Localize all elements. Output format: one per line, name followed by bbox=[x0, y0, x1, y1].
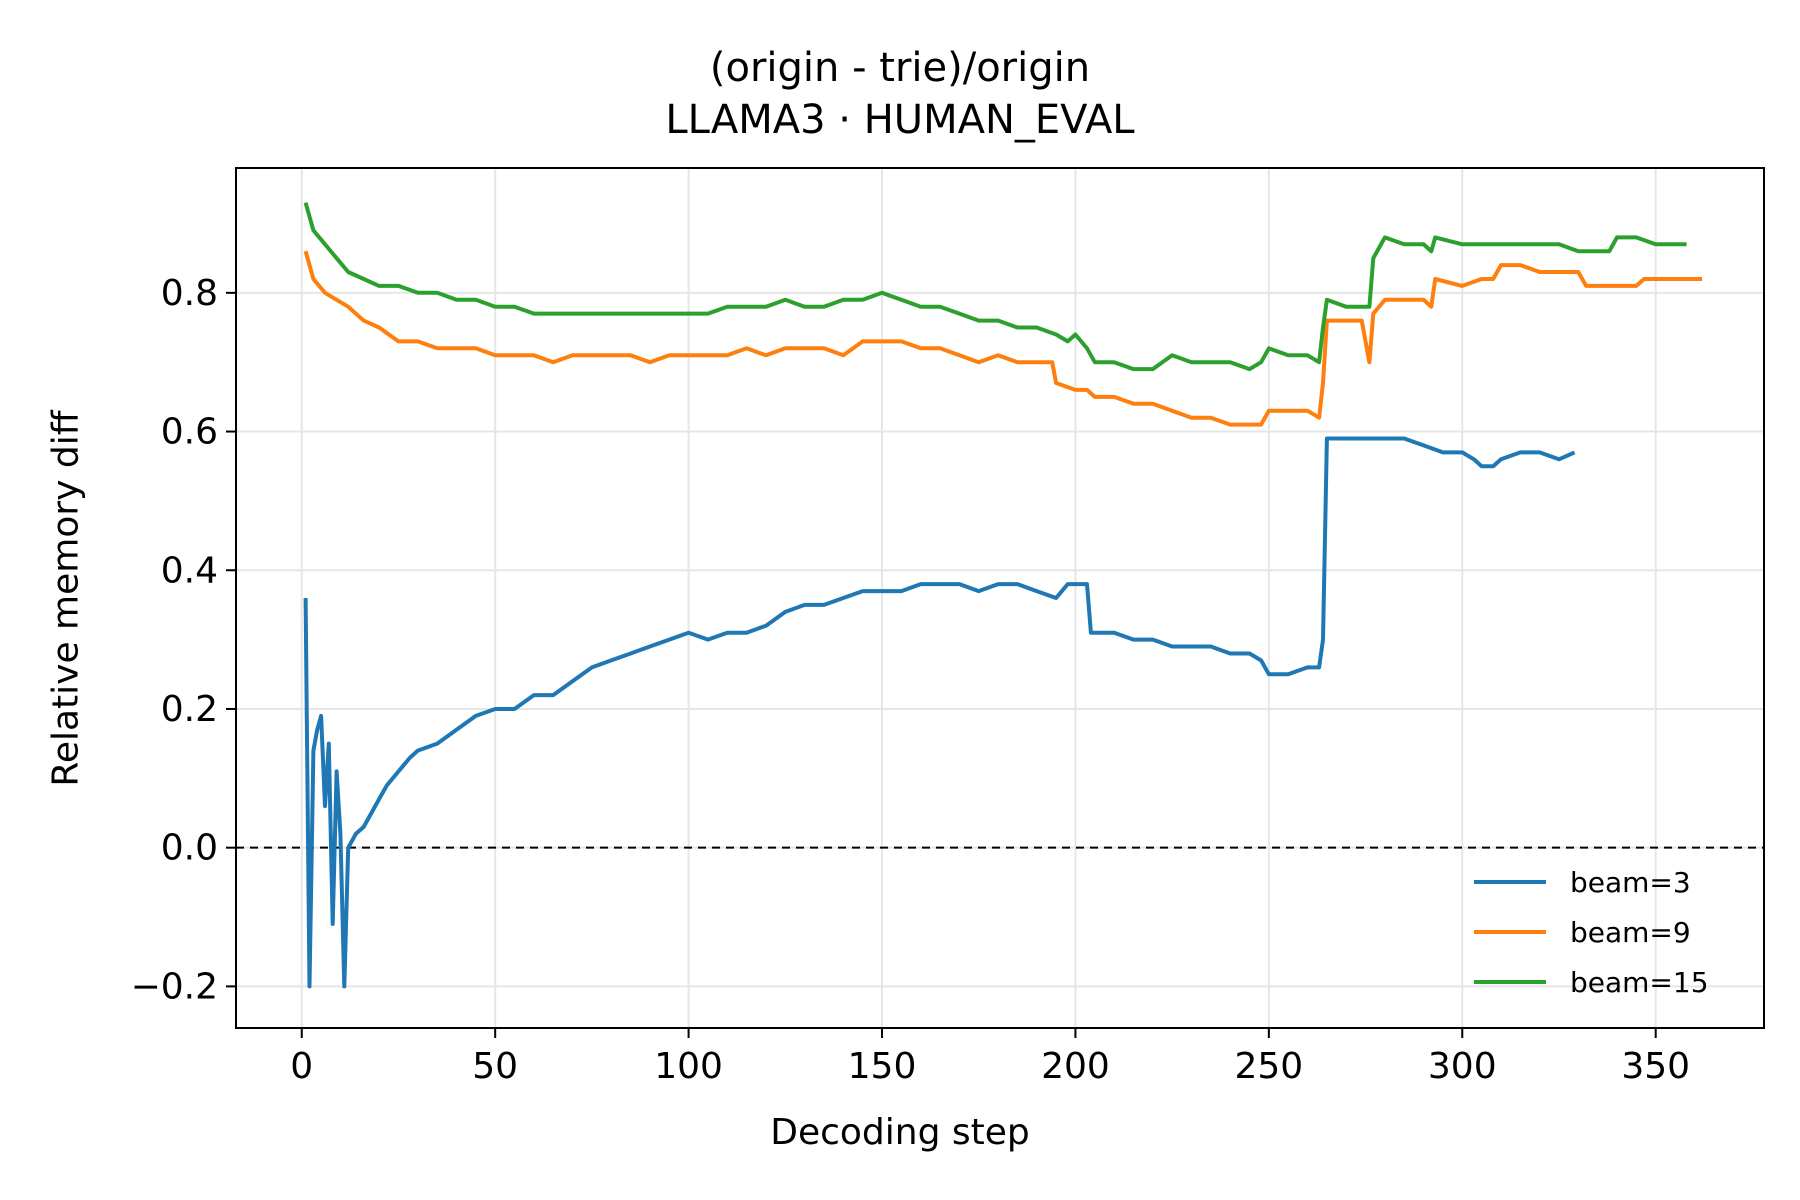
y-tick-label: 0.8 bbox=[161, 273, 218, 314]
chart-title: (origin - trie)/origin bbox=[709, 45, 1091, 91]
legend: beam=3 beam=9 beam=15 bbox=[1474, 866, 1709, 999]
x-tick-label: 100 bbox=[654, 1046, 723, 1087]
series-line-beam-15 bbox=[303, 202, 1687, 372]
y-tick-label: 0.6 bbox=[161, 412, 218, 453]
x-tick-label: 350 bbox=[1621, 1046, 1690, 1087]
legend-label: beam=3 bbox=[1570, 866, 1691, 899]
legend-label: beam=9 bbox=[1570, 916, 1691, 949]
y-tick-label: 0.2 bbox=[161, 689, 218, 730]
plot-area-frame bbox=[235, 167, 1765, 1029]
x-tick-label: 150 bbox=[848, 1046, 917, 1087]
legend-label: beam=15 bbox=[1570, 966, 1709, 999]
series-line-beam-9 bbox=[303, 250, 1703, 427]
x-tick-label: 300 bbox=[1428, 1046, 1497, 1087]
chart-subtitle: LLAMA3 · HUMAN_EVAL bbox=[665, 97, 1135, 143]
y-tick-label: 0.4 bbox=[161, 550, 218, 591]
grid-lines bbox=[236, 168, 1764, 1028]
x-tick-label: 50 bbox=[472, 1046, 518, 1087]
series-lines bbox=[303, 202, 1703, 989]
x-tick-label: 0 bbox=[290, 1046, 313, 1087]
y-axis-label: Relative memory diff bbox=[45, 409, 87, 787]
y-tick-label: −0.2 bbox=[131, 966, 218, 1007]
x-axis-label: Decoding step bbox=[770, 1112, 1030, 1153]
series-line-beam-3 bbox=[303, 436, 1576, 989]
y-tick-label: 0.0 bbox=[161, 828, 218, 869]
x-tick-label: 250 bbox=[1234, 1046, 1303, 1087]
axis-ticks: 0 50 100 150 200 250 300 350 −0.2 0.0 0.2 0.4 0.6 0.8 bbox=[131, 273, 1690, 1087]
x-tick-label: 200 bbox=[1041, 1046, 1110, 1087]
